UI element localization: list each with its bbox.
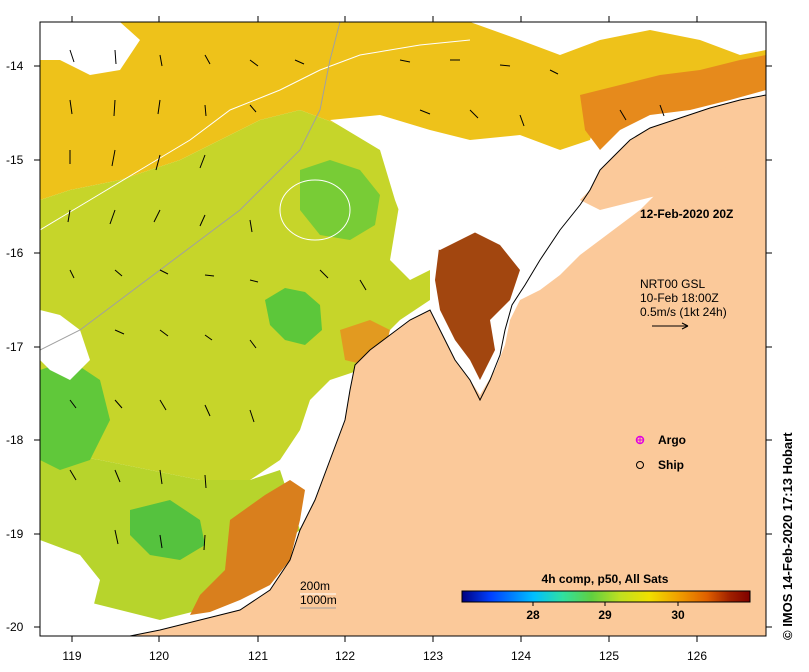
- lon-tick-119: 119: [62, 649, 81, 663]
- argo-label: Argo: [658, 433, 686, 447]
- lat-tick-14: -14: [6, 59, 24, 73]
- cloud-gap-west: [40, 310, 90, 380]
- colorbar-tick-label-29: 29: [598, 608, 612, 622]
- lon-tick-122: 122: [335, 649, 355, 663]
- cloud-gap-south: [40, 540, 100, 636]
- cloud-gap-topleft: [40, 22, 140, 75]
- argo-icon: [635, 435, 645, 445]
- ship-icon: [636, 461, 644, 469]
- current-legend-line3: 0.5m/s (1kt 24h): [640, 305, 727, 319]
- credit-text: © IMOS 14-Feb-2020 17:13 Hobart: [780, 432, 795, 640]
- lon-tick-123: 123: [423, 649, 443, 663]
- sst-green-patch-4: [130, 500, 205, 560]
- sst-warm-coast-south: [190, 480, 305, 615]
- sst-green-patch-3: [40, 360, 110, 470]
- contour-1000m: [40, 22, 341, 351]
- lat-tick-16: -16: [6, 246, 24, 260]
- colorbar: [461, 590, 751, 603]
- current-legend-line1: NRT00 GSL: [640, 277, 705, 291]
- axis-ticks: [34, 16, 772, 642]
- ship-label: Ship: [658, 458, 684, 472]
- current-vectors: [67, 49, 665, 551]
- contour-200m: [40, 39, 471, 231]
- contour-label-200m: 200m: [300, 579, 330, 593]
- lon-tick-126: 126: [687, 649, 707, 663]
- sst-warm-kimberley: [435, 230, 520, 380]
- current-legend-line2: 10-Feb 18:00Z: [640, 291, 719, 305]
- cloud-gap-north: [330, 115, 580, 250]
- lon-tick-125: 125: [599, 649, 619, 663]
- date-label: 12-Feb-2020 20Z: [640, 207, 733, 221]
- lat-tick-20: -20: [6, 620, 24, 634]
- lat-tick-17: -17: [6, 340, 24, 354]
- contour-label-1000m: 1000m: [300, 593, 337, 607]
- lat-tick-18: -18: [6, 433, 24, 447]
- current-legend-arrow: [652, 322, 689, 330]
- sst-green-patch-1: [265, 288, 322, 345]
- colorbar-title: 4h comp, p50, All Sats: [542, 572, 669, 586]
- contour-ring: [279, 179, 351, 241]
- sst-field-north: [40, 22, 766, 200]
- coastline: [129, 94, 766, 636]
- lon-tick-121: 121: [248, 649, 268, 663]
- sst-warm-northeast: [580, 55, 766, 150]
- land-australia: [130, 120, 766, 636]
- plot-frame: [39, 21, 767, 637]
- lat-tick-19: -19: [6, 527, 24, 541]
- lat-tick-15: -15: [6, 153, 24, 167]
- land-upper-coast: [580, 95, 766, 210]
- lon-tick-124: 124: [511, 649, 531, 663]
- lon-tick-120: 120: [149, 649, 169, 663]
- colorbar-tick-label-30: 30: [671, 608, 685, 622]
- colorbar-tick-label-28: 28: [526, 608, 540, 622]
